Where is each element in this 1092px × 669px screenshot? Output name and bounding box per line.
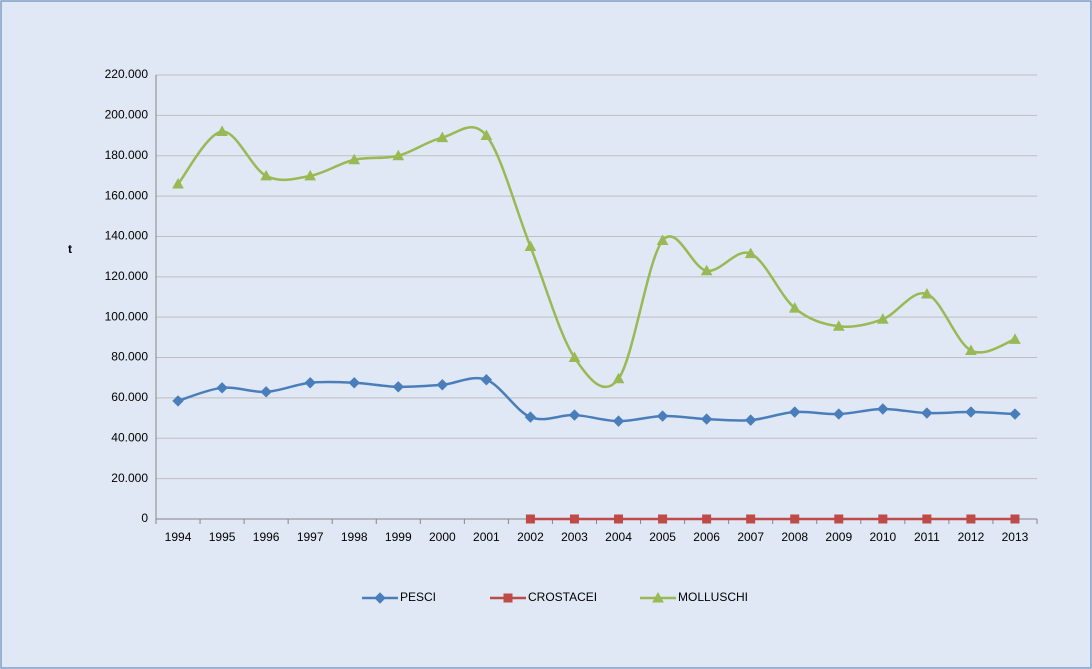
x-tick-label: 2005: [649, 530, 676, 544]
data-point: [700, 264, 713, 276]
data-point: [790, 514, 800, 524]
data-point: [436, 131, 449, 143]
y-tick-label: 40.000: [111, 430, 148, 444]
x-tick-label: 1998: [341, 530, 368, 544]
data-point: [744, 414, 757, 426]
y-tick-label: 80.000: [111, 350, 148, 364]
x-tick-label: 2001: [473, 530, 500, 544]
x-tick-label: 2012: [958, 530, 985, 544]
x-tick-label: 2004: [605, 530, 632, 544]
data-point: [922, 514, 932, 524]
data-point: [876, 313, 889, 324]
data-point: [525, 514, 535, 524]
data-point: [1010, 514, 1020, 524]
x-tick-label: 1997: [297, 530, 324, 544]
data-point: [965, 406, 977, 418]
data-point: [524, 411, 537, 423]
y-tick-label: 0: [141, 511, 148, 525]
y-tick-label: 180.000: [105, 148, 149, 162]
data-point: [614, 514, 624, 524]
y-tick-label: 140.000: [105, 229, 149, 243]
x-tick-label: 1994: [165, 530, 192, 544]
data-point: [656, 410, 669, 422]
data-point: [524, 240, 537, 252]
data-point: [304, 377, 316, 389]
data-point: [612, 372, 625, 384]
data-point: [612, 415, 625, 427]
x-tick-label: 2002: [517, 530, 544, 544]
data-point: [878, 514, 888, 524]
data-point: [216, 382, 228, 394]
y-tick-label: 100.000: [105, 309, 149, 323]
data-point: [744, 247, 757, 259]
data-point: [480, 374, 493, 386]
data-point: [568, 351, 581, 363]
x-tick-label: 2013: [1002, 530, 1029, 544]
legend-label: PESCI: [400, 590, 436, 604]
y-tick-label: 200.000: [105, 108, 149, 122]
data-point: [789, 406, 801, 418]
data-point: [877, 403, 889, 415]
data-point: [965, 344, 977, 355]
data-point: [568, 409, 581, 421]
y-tick-label: 20.000: [111, 471, 148, 485]
y-tick-label: 60.000: [111, 390, 148, 404]
y-tick-label: 120.000: [105, 269, 149, 283]
x-tick-label: 1995: [209, 530, 236, 544]
data-point: [788, 302, 801, 313]
data-point: [392, 149, 405, 161]
legend-label: CROSTACEI: [528, 590, 597, 604]
data-point: [833, 408, 845, 420]
data-point: [921, 407, 933, 419]
data-point: [480, 129, 493, 141]
data-point: [172, 395, 184, 407]
data-point: [436, 379, 449, 391]
data-point: [700, 413, 713, 425]
data-point: [658, 514, 668, 524]
x-tick-label: 2003: [561, 530, 588, 544]
y-axis-label: t: [68, 242, 72, 256]
data-point: [1009, 333, 1021, 344]
data-point: [304, 169, 317, 181]
data-point: [260, 169, 272, 181]
legend-label: MOLLUSCHI: [678, 590, 748, 604]
data-point: [966, 514, 976, 524]
x-tick-label: 2009: [825, 530, 852, 544]
legend-marker: [374, 592, 386, 604]
data-point: [569, 514, 579, 524]
data-point: [260, 386, 272, 398]
data-point: [172, 177, 184, 189]
data-point: [216, 125, 228, 137]
data-point: [832, 320, 845, 331]
data-point: [921, 287, 933, 299]
data-point: [746, 514, 756, 524]
legend-marker: [652, 591, 664, 603]
data-point: [656, 234, 669, 245]
x-tick-label: 2006: [693, 530, 720, 544]
data-point: [348, 153, 361, 165]
x-tick-label: 2008: [781, 530, 808, 544]
x-tick-label: 2000: [429, 530, 456, 544]
data-point: [392, 381, 404, 393]
series-line: [177, 126, 1016, 389]
x-tick-label: 1996: [253, 530, 280, 544]
legend-marker: [503, 593, 513, 603]
data-point: [702, 514, 712, 524]
data-point: [1009, 408, 1021, 420]
x-tick-label: 2011: [914, 530, 940, 544]
data-point: [834, 514, 844, 524]
x-tick-label: 1999: [385, 530, 412, 544]
x-tick-label: 2007: [737, 530, 764, 544]
y-tick-label: 160.000: [105, 188, 149, 202]
y-tick-label: 220.000: [105, 67, 149, 81]
x-tick-label: 2010: [869, 530, 896, 544]
data-point: [348, 377, 360, 389]
